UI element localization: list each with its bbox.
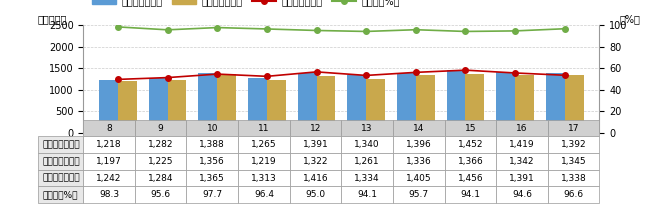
Bar	[198, 73, 217, 133]
Bar	[466, 74, 484, 133]
Bar	[267, 80, 286, 133]
Bar	[316, 76, 336, 133]
Bar	[515, 75, 534, 133]
Bar	[99, 80, 118, 133]
Bar	[397, 73, 416, 133]
Legend: 認知件数（件）, 検挙件数（件）, 検挙人員（人）, 検挙率（%）: 認知件数（件）, 検挙件数（件）, 検挙人員（人）, 検挙率（%）	[88, 0, 404, 10]
Bar	[496, 72, 515, 133]
Bar	[565, 75, 583, 133]
Bar	[347, 75, 366, 133]
Bar	[298, 73, 316, 133]
Bar	[416, 75, 435, 133]
Bar	[149, 78, 168, 133]
Bar	[546, 73, 565, 133]
Y-axis label: （件、人）: （件、人）	[37, 14, 67, 24]
Bar	[248, 78, 267, 133]
Bar	[366, 79, 385, 133]
Bar	[168, 80, 186, 133]
Bar	[217, 74, 236, 133]
Y-axis label: （%）: （%）	[620, 14, 641, 24]
Bar	[118, 81, 137, 133]
Bar	[446, 70, 466, 133]
